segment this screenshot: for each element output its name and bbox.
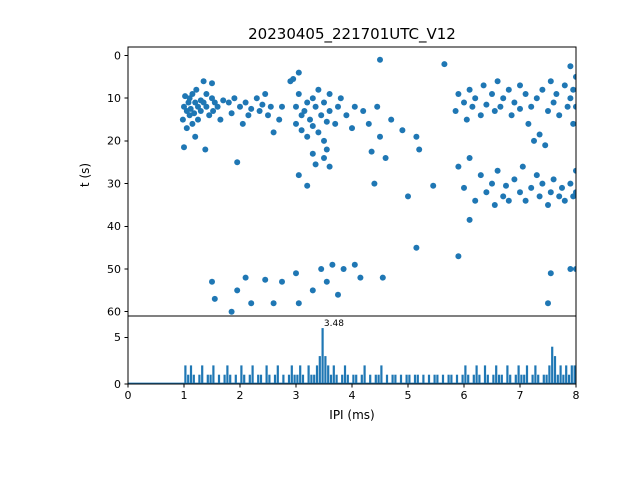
svg-text:6: 6 (461, 389, 468, 402)
svg-text:1: 1 (181, 389, 188, 402)
svg-text:8: 8 (573, 389, 580, 402)
svg-text:7: 7 (517, 389, 524, 402)
svg-text:30: 30 (107, 177, 121, 190)
svg-text:4: 4 (349, 389, 356, 402)
svg-text:0: 0 (114, 49, 121, 62)
svg-text:10: 10 (107, 92, 121, 105)
svg-text:5: 5 (405, 389, 412, 402)
svg-text:0: 0 (125, 389, 132, 402)
svg-text:40: 40 (107, 220, 121, 233)
axes-frames (127, 46, 577, 385)
svg-text:50: 50 (107, 263, 121, 276)
y-tick-labels-top: 0 10 20 30 40 50 60 (107, 49, 128, 319)
histogram-bars (128, 328, 576, 384)
svg-text:0: 0 (114, 378, 121, 391)
svg-text:3: 3 (293, 389, 300, 402)
svg-text:60: 60 (107, 306, 121, 319)
y-axis-label: t (s) (78, 162, 92, 188)
svg-text:20: 20 (107, 135, 121, 148)
y-tick-labels-bottom: 05 (114, 331, 128, 391)
svg-text:2: 2 (237, 389, 244, 402)
svg-text:5: 5 (114, 331, 121, 344)
scatter-points (179, 56, 576, 315)
x-axis-label: IPI (ms) (329, 408, 375, 422)
chart-title: 20230405_221701UTC_V12 (248, 25, 456, 43)
x-tick-labels: 0 1 2 3 4 5 6 7 8 (125, 384, 580, 402)
peak-annotation: 3.48 (324, 319, 344, 329)
